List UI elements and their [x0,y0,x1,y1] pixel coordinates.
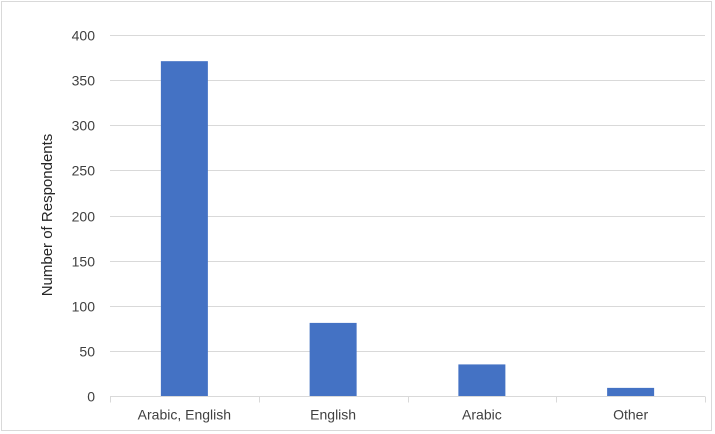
x-axis [110,396,706,403]
gridlines [110,35,705,352]
x-tick-labels: Arabic, English English Arabic Other [138,407,649,423]
y-tick-label: 250 [72,163,96,179]
x-tick-label: English [310,407,356,423]
y-axis-title: Number of Respondents [39,134,56,297]
y-tick-label: 0 [87,389,95,405]
x-tick-label: Arabic [462,407,502,423]
x-tick-label: Arabic, English [138,407,231,423]
y-tick-label: 400 [72,28,96,44]
x-tick-label: Other [613,407,648,423]
y-tick-label: 300 [72,118,96,134]
y-tick-label: 350 [72,73,96,89]
y-tick-label: 50 [79,344,95,360]
y-tick-label: 100 [72,299,96,315]
bar [607,387,655,396]
bar [458,364,506,396]
y-tick-labels: 0 50 100 150 200 250 300 350 400 [72,28,96,405]
y-tick-label: 200 [72,209,96,225]
bar [309,322,357,396]
bars [160,61,655,397]
y-tick-label: 150 [72,254,96,270]
bar [160,61,208,397]
